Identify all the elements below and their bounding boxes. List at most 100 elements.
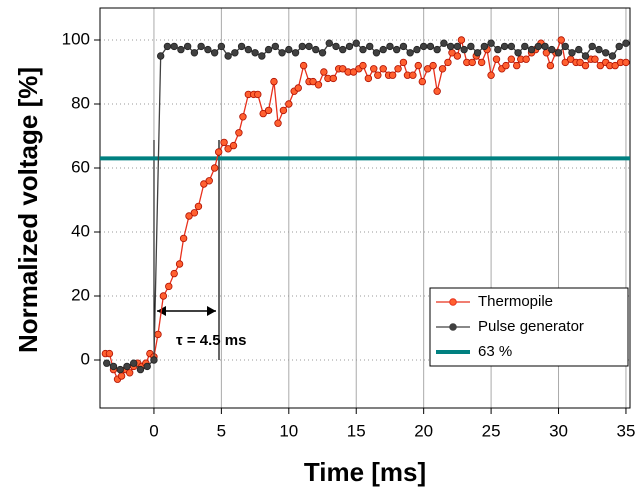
data-point xyxy=(433,45,441,54)
data-point xyxy=(117,372,126,380)
data-point xyxy=(622,58,630,67)
data-point xyxy=(359,45,367,54)
data-point xyxy=(194,202,203,211)
data-point xyxy=(258,52,266,60)
data-point xyxy=(507,42,516,51)
data-point xyxy=(185,212,193,220)
data-point xyxy=(320,68,328,76)
legend-label: Pulse generator xyxy=(478,318,584,335)
data-point xyxy=(278,49,286,57)
data-point xyxy=(298,42,306,51)
data-point xyxy=(235,129,243,137)
data-point xyxy=(379,45,387,54)
data-point xyxy=(608,52,617,60)
data-point xyxy=(507,55,516,63)
data-point xyxy=(477,58,486,67)
data-point xyxy=(418,77,427,86)
data-point xyxy=(264,106,273,115)
legend-label: 63 % xyxy=(478,343,512,360)
y-tick-label: 40 xyxy=(71,221,90,240)
data-point xyxy=(163,42,172,51)
data-point xyxy=(197,42,205,51)
plot-frame xyxy=(99,7,631,409)
data-point xyxy=(170,269,178,278)
data-point xyxy=(453,42,462,51)
data-point xyxy=(175,260,184,268)
data-point xyxy=(399,42,408,51)
data-point xyxy=(143,362,151,371)
data-point xyxy=(352,39,360,47)
data-point xyxy=(305,42,313,51)
data-point xyxy=(259,109,267,118)
x-tick-label: 0 xyxy=(149,421,158,440)
data-point xyxy=(521,42,529,51)
data-point xyxy=(299,61,308,70)
y-tick-label: 0 xyxy=(81,349,90,368)
data-point xyxy=(244,45,253,54)
data-point xyxy=(183,42,192,51)
data-point xyxy=(575,45,583,54)
data-point xyxy=(386,42,394,51)
data-point xyxy=(285,45,293,54)
data-point xyxy=(554,49,563,57)
data-point xyxy=(314,81,323,89)
data-point xyxy=(444,58,452,67)
data-point xyxy=(494,45,502,54)
data-point xyxy=(557,36,565,44)
data-point xyxy=(568,49,576,57)
data-point xyxy=(170,42,178,51)
data-point xyxy=(294,84,302,92)
data-point xyxy=(406,49,414,57)
data-point xyxy=(332,42,340,51)
data-point xyxy=(372,49,381,57)
data-point xyxy=(492,55,501,63)
data-point xyxy=(588,42,596,51)
data-point xyxy=(217,42,226,51)
data-point xyxy=(339,45,347,54)
data-point xyxy=(513,61,521,70)
data-point xyxy=(581,52,590,60)
data-point xyxy=(561,58,569,67)
data-point xyxy=(291,49,300,57)
x-tick-label: 15 xyxy=(347,421,366,440)
data-point xyxy=(399,58,408,67)
legend-label: Thermopile xyxy=(478,293,553,310)
y-tick-label: 80 xyxy=(71,93,90,112)
data-point xyxy=(220,138,228,147)
data-point xyxy=(190,209,199,217)
data-point xyxy=(274,119,282,127)
data-point xyxy=(394,65,402,73)
data-point xyxy=(379,65,387,73)
data-point xyxy=(433,87,441,95)
data-point xyxy=(229,141,238,150)
data-point xyxy=(419,42,428,51)
data-point xyxy=(480,42,489,51)
data-point xyxy=(581,61,590,70)
data-point xyxy=(214,148,223,156)
data-point xyxy=(370,65,378,73)
data-point xyxy=(460,45,468,54)
data-point xyxy=(123,362,131,371)
x-axis-label: Time [ms] xyxy=(304,457,426,487)
data-point xyxy=(468,58,476,67)
data-point xyxy=(105,349,114,358)
data-point xyxy=(615,42,623,51)
data-point xyxy=(388,71,397,79)
data-point xyxy=(239,113,247,121)
data-point xyxy=(487,71,495,79)
data-point xyxy=(318,49,327,57)
data-point xyxy=(611,61,619,70)
data-point xyxy=(136,365,145,374)
y-axis-label: Normalized voltage [%] xyxy=(13,67,43,353)
data-point xyxy=(125,369,134,377)
data-point xyxy=(522,55,530,63)
data-point xyxy=(251,49,259,57)
data-point xyxy=(602,49,610,57)
data-point xyxy=(364,74,373,83)
data-point xyxy=(210,49,219,57)
data-point xyxy=(366,42,374,51)
legend-marker xyxy=(449,323,457,331)
data-point xyxy=(561,42,569,51)
data-point xyxy=(548,45,556,54)
data-point xyxy=(541,42,549,51)
